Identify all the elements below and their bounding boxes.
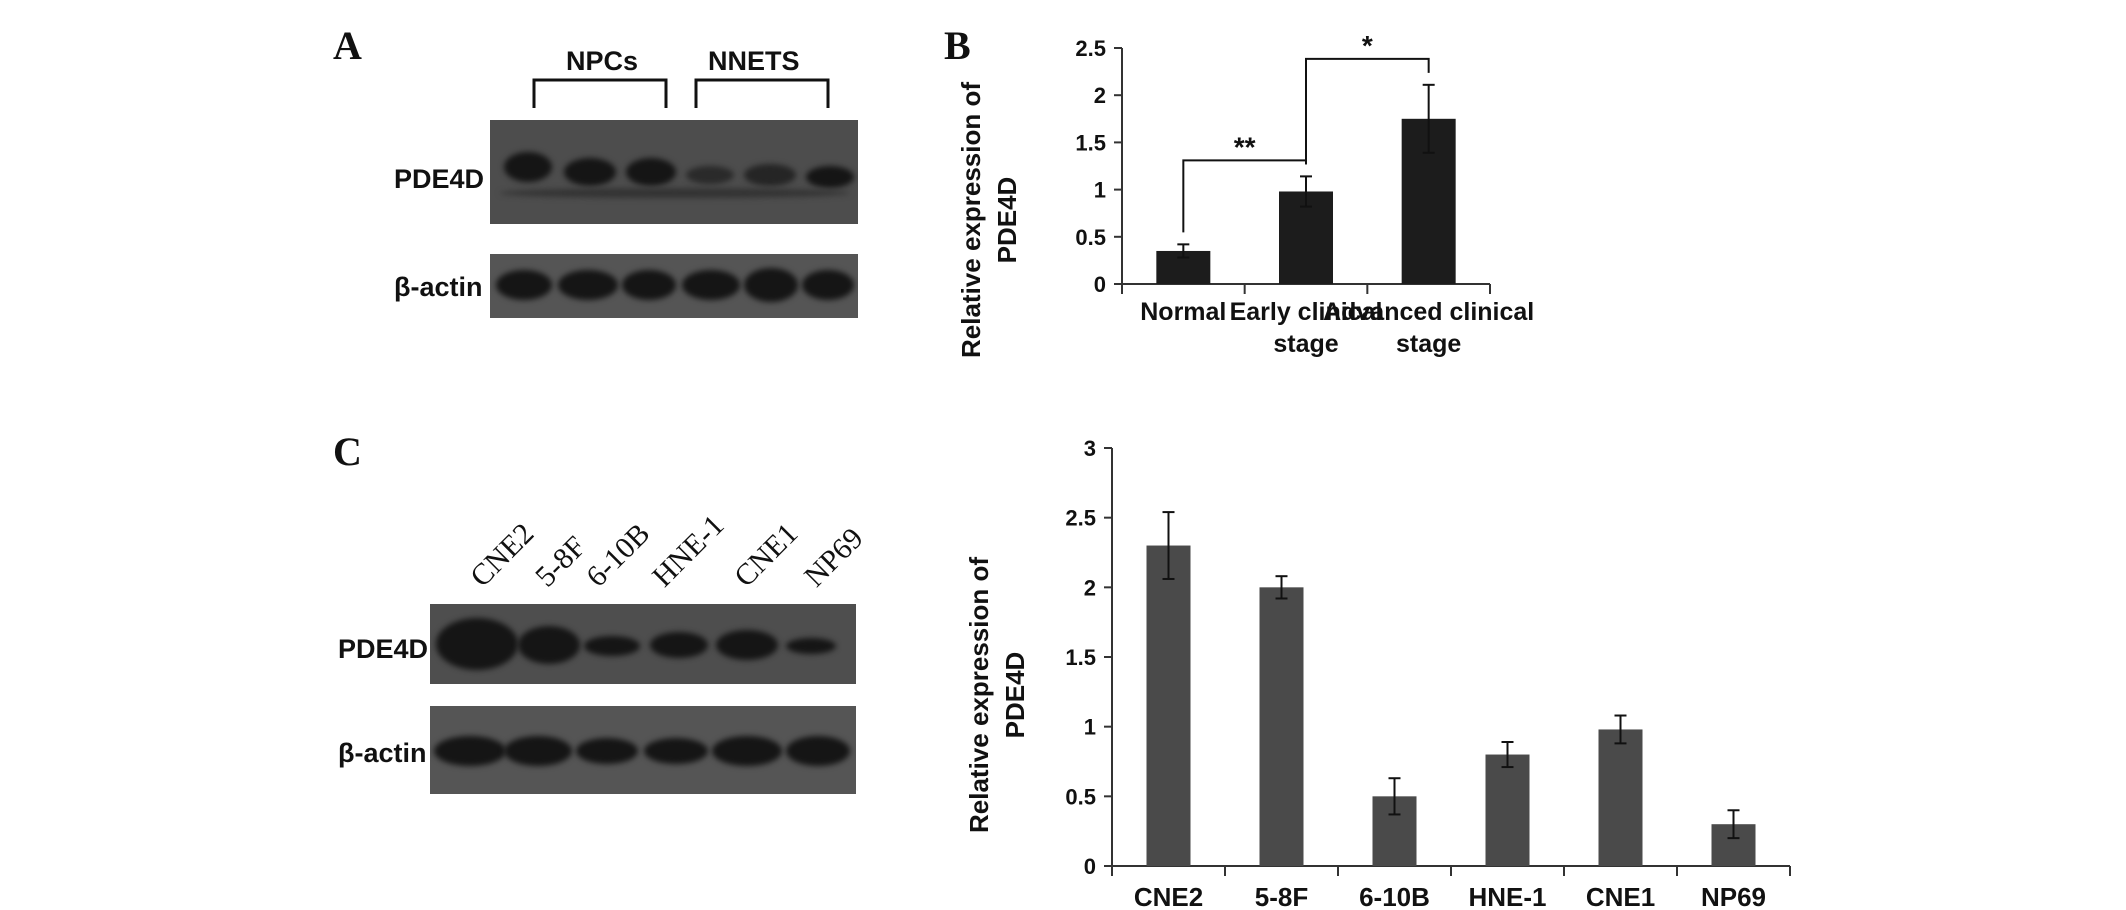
chart-c-category-label-2: 6-10B (1359, 882, 1430, 910)
chart-c-ylabel-line-1: PDE4D (1000, 652, 1030, 739)
chart-b-ylabel-line-1: PDE4D (992, 177, 1022, 264)
chart-c-ylabel-line-0: Relative expression of (964, 557, 994, 833)
blot-c-label-actin: β-actin (338, 738, 427, 768)
blot-c-actin (430, 706, 856, 794)
blot-a-actin (490, 254, 858, 318)
chart-b-bars: *** (1156, 30, 1456, 284)
chart-b-ylabel-line-0: Relative expression of (960, 82, 986, 358)
chart-b-ytick-label: 0 (1094, 272, 1106, 297)
chart-c-category-label-5: NP69 (1701, 882, 1766, 910)
chart-c-bar-3 (1485, 754, 1530, 866)
chart-c-bars (1146, 511, 1756, 866)
chart-b-significance-bracket-1 (1305, 57, 1430, 165)
chart-c-ylabel: Relative expression of PDE4D (964, 557, 1030, 833)
panel-letter-c: C (333, 429, 362, 474)
chart-c: Relative expression of PDE4D 0 0.5 1 1.5 2 2.5… (964, 436, 1791, 910)
chart-b-category-label-0: Normal (1140, 298, 1226, 326)
chart-b-ytick-label: 1 (1094, 178, 1106, 203)
panel-letter-b: B (944, 23, 971, 68)
blot-c-pde4d (430, 604, 856, 684)
chart-c-ytick-label: 1 (1084, 715, 1096, 740)
chart-c-bar-1 (1259, 587, 1304, 866)
chart-c-bar-4 (1598, 729, 1643, 866)
chart-b-ytick-label: 1.5 (1075, 130, 1106, 155)
chart-c-category-label-3: HNE-1 (1468, 882, 1546, 910)
chart-b-ytick-label: 2.5 (1075, 36, 1106, 61)
bracket-npcs (532, 78, 668, 108)
chart-c-category-label-0: CNE2 (1134, 882, 1203, 910)
chart-b-category-label-1: stage (1273, 330, 1338, 358)
group-label-nnets: NNETS (708, 46, 800, 76)
chart-c-ytick-label: 1.5 (1065, 645, 1096, 670)
chart-b-category-label-1: Early clinical (1230, 298, 1383, 326)
chart-b-axes: 0 0.5 1 1.5 2 2.5 Normal Early clinical stage Adv… (1075, 36, 1534, 358)
blot-c-label-pde4d: PDE4D (338, 634, 429, 664)
chart-c-ytick-label: 2.5 (1065, 506, 1096, 531)
group-label-npcs: NPCs (566, 46, 639, 76)
chart-b-ytick-label: 2 (1094, 83, 1106, 108)
blot-a-label-pde4d: PDE4D (394, 164, 485, 194)
chart-c-ytick-label: 2 (1084, 575, 1096, 600)
chart-c-category-label-4: CNE1 (1586, 882, 1655, 910)
blot-a-label-actin: β-actin (394, 272, 483, 302)
chart-b-significance-label-0: ** (1234, 131, 1256, 162)
chart-c-ytick-label: 3 (1084, 436, 1096, 461)
blot-a-pde4d (490, 120, 858, 224)
chart-b-category-label-2: Advanced clinical (1323, 298, 1534, 326)
panel-letter-a: A (333, 23, 362, 68)
chart-b-ytick-label: 0.5 (1075, 225, 1106, 250)
chart-c-category-label-1: 5-8F (1255, 882, 1308, 910)
chart-c-ytick-label: 0 (1084, 854, 1096, 879)
bracket-nnets (694, 78, 830, 108)
chart-c-axes: 0 0.5 1 1.5 2 2.5 3 CNE2 5-8F 6-10B HNE-1 CNE1 NP69 (1065, 436, 1791, 910)
chart-b-category-label-2: stage (1396, 330, 1461, 358)
chart-c-bar-0 (1146, 545, 1191, 866)
chart-b-significance-label-1: * (1362, 30, 1373, 61)
chart-c-ytick-label: 0.5 (1065, 784, 1096, 809)
